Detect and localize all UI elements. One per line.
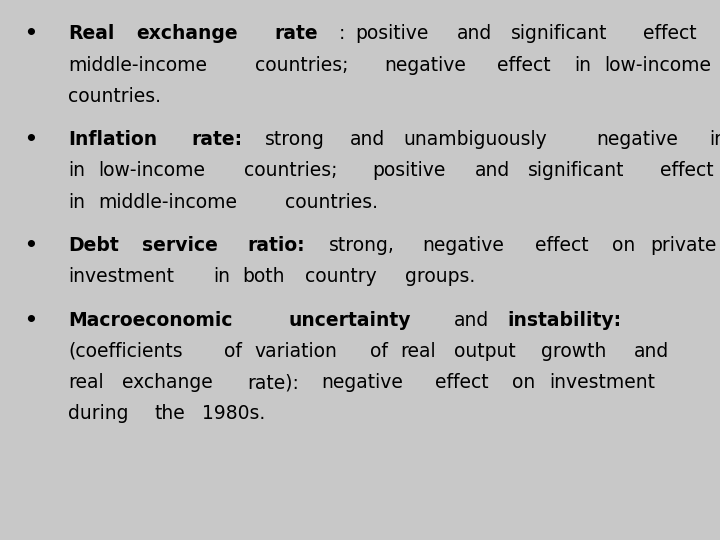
Text: effect: effect: [498, 56, 551, 75]
Text: countries.: countries.: [68, 87, 161, 106]
Text: both: both: [243, 267, 285, 286]
Text: low-income: low-income: [98, 161, 205, 180]
Text: exchange: exchange: [136, 24, 238, 43]
Text: variation: variation: [255, 342, 338, 361]
Text: ratio:: ratio:: [247, 236, 305, 255]
Text: 1980s.: 1980s.: [202, 404, 265, 423]
Text: investment: investment: [549, 373, 656, 392]
Text: countries;: countries;: [244, 161, 338, 180]
Text: and: and: [474, 161, 510, 180]
Text: countries;: countries;: [256, 56, 349, 75]
Text: Debt: Debt: [68, 236, 119, 255]
Text: investment: investment: [68, 267, 174, 286]
Text: negative: negative: [384, 56, 466, 75]
Text: and: and: [457, 24, 492, 43]
Text: exchange: exchange: [122, 373, 213, 392]
Text: positive: positive: [372, 161, 446, 180]
Text: •: •: [24, 130, 37, 149]
Text: middle-income: middle-income: [68, 56, 207, 75]
Text: countries.: countries.: [285, 193, 378, 212]
Text: growth: growth: [541, 342, 607, 361]
Text: real: real: [400, 342, 436, 361]
Text: significant: significant: [510, 24, 607, 43]
Text: on: on: [613, 236, 636, 255]
Text: effect: effect: [435, 373, 489, 392]
Text: the: the: [154, 404, 185, 423]
Text: in: in: [213, 267, 230, 286]
Text: •: •: [24, 236, 37, 255]
Text: low-income: low-income: [604, 56, 711, 75]
Text: Macroeconomic: Macroeconomic: [68, 310, 233, 329]
Text: positive: positive: [355, 24, 428, 43]
Text: effect: effect: [660, 161, 714, 180]
Text: unambiguously: unambiguously: [403, 130, 546, 149]
Text: in: in: [68, 161, 86, 180]
Text: negative: negative: [322, 373, 403, 392]
Text: negative: negative: [422, 236, 504, 255]
Text: rate: rate: [275, 24, 318, 43]
Text: •: •: [24, 24, 37, 43]
Text: and: and: [350, 130, 385, 149]
Text: real: real: [68, 373, 104, 392]
Text: middle-income: middle-income: [98, 193, 237, 212]
Text: strong,: strong,: [329, 236, 395, 255]
Text: service: service: [142, 236, 217, 255]
Text: impact: impact: [710, 130, 720, 149]
Text: effect: effect: [536, 236, 589, 255]
Text: uncertainty: uncertainty: [289, 310, 411, 329]
Text: and: and: [634, 342, 669, 361]
Text: during: during: [68, 404, 129, 423]
Text: Real: Real: [68, 24, 114, 43]
Text: in: in: [575, 56, 591, 75]
Text: (coefficients: (coefficients: [68, 342, 183, 361]
Text: instability:: instability:: [508, 310, 621, 329]
Text: and: and: [454, 310, 490, 329]
Text: :: :: [339, 24, 346, 43]
Text: effect: effect: [643, 24, 696, 43]
Text: strong: strong: [265, 130, 325, 149]
Text: significant: significant: [528, 161, 624, 180]
Text: on: on: [512, 373, 535, 392]
Text: •: •: [24, 310, 37, 329]
Text: rate):: rate):: [247, 373, 299, 392]
Text: groups.: groups.: [405, 267, 476, 286]
Text: country: country: [305, 267, 377, 286]
Text: rate:: rate:: [191, 130, 242, 149]
Text: negative: negative: [596, 130, 678, 149]
Text: output: output: [454, 342, 516, 361]
Text: in: in: [68, 193, 86, 212]
Text: Inflation: Inflation: [68, 130, 158, 149]
Text: of: of: [224, 342, 242, 361]
Text: of: of: [369, 342, 387, 361]
Text: private: private: [650, 236, 716, 255]
